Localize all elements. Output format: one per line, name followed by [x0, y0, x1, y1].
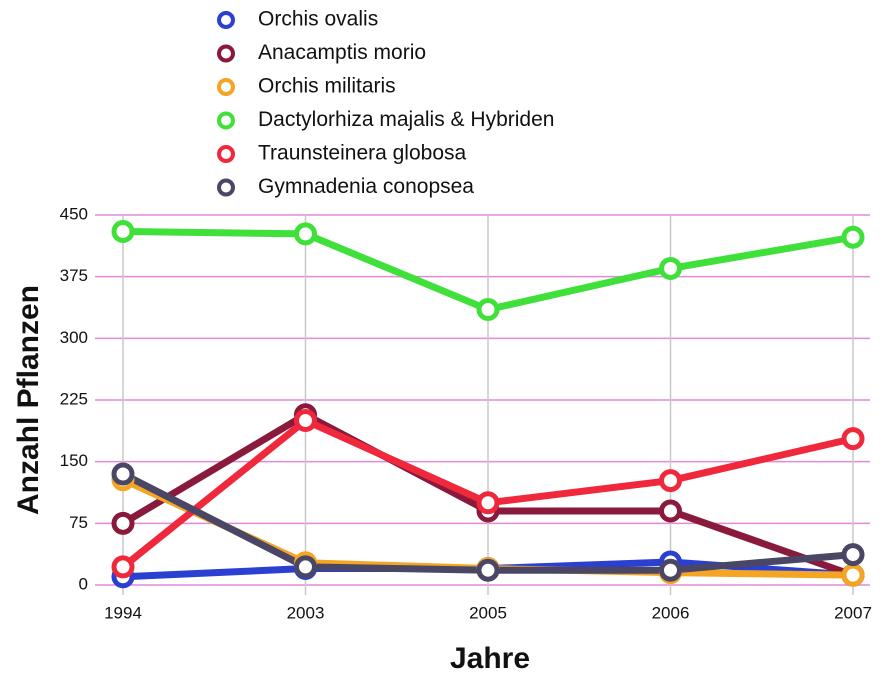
data-point — [111, 462, 135, 486]
y-tick-label: 150 — [60, 451, 88, 470]
data-point — [841, 225, 865, 249]
x-tick-label: 1994 — [104, 603, 142, 622]
data-point — [659, 499, 682, 523]
y-axis-title: Anzahl Pflanzen — [12, 285, 45, 515]
x-tick-label: 2003 — [287, 603, 325, 622]
data-point — [841, 563, 865, 587]
data-point — [659, 469, 682, 493]
data-point — [841, 543, 865, 567]
legend-label: Orchis ovalis — [258, 8, 378, 31]
legend-label: Orchis militaris — [258, 75, 396, 98]
legend-label: Traunsteinera globosa — [258, 142, 467, 165]
y-tick-label: 375 — [60, 266, 88, 285]
x-tick-label: 2005 — [469, 603, 507, 622]
x-tick-label: 2006 — [652, 603, 690, 622]
legend-label: Gymnadenia conopsea — [258, 175, 474, 198]
y-tick-label: 225 — [60, 389, 88, 408]
data-point — [111, 555, 135, 579]
data-point — [294, 409, 317, 433]
data-point — [294, 555, 317, 579]
legend-marker — [217, 111, 235, 130]
legend-marker — [217, 145, 235, 163]
legend-marker — [217, 178, 235, 197]
y-tick-label: 0 — [79, 574, 88, 593]
data-point — [841, 427, 865, 451]
data-point — [294, 222, 317, 246]
legend-marker — [217, 11, 235, 29]
y-tick-label: 75 — [69, 513, 88, 532]
data-point — [659, 256, 682, 280]
data-point — [111, 219, 135, 243]
y-tick-label: 450 — [60, 204, 88, 223]
data-point — [476, 491, 500, 515]
legend-marker — [217, 44, 235, 63]
legend-label: Dactylorhiza majalis & Hybriden — [258, 108, 554, 131]
data-point — [111, 511, 135, 535]
data-point — [476, 298, 500, 322]
data-point — [476, 558, 500, 582]
y-tick-label: 300 — [60, 328, 88, 347]
x-tick-label: 2007 — [834, 603, 872, 622]
legend-marker — [217, 78, 235, 96]
x-axis-title: Jahre — [450, 642, 530, 675]
legend-label: Anacamptis morio — [258, 41, 426, 64]
data-point — [659, 558, 682, 582]
